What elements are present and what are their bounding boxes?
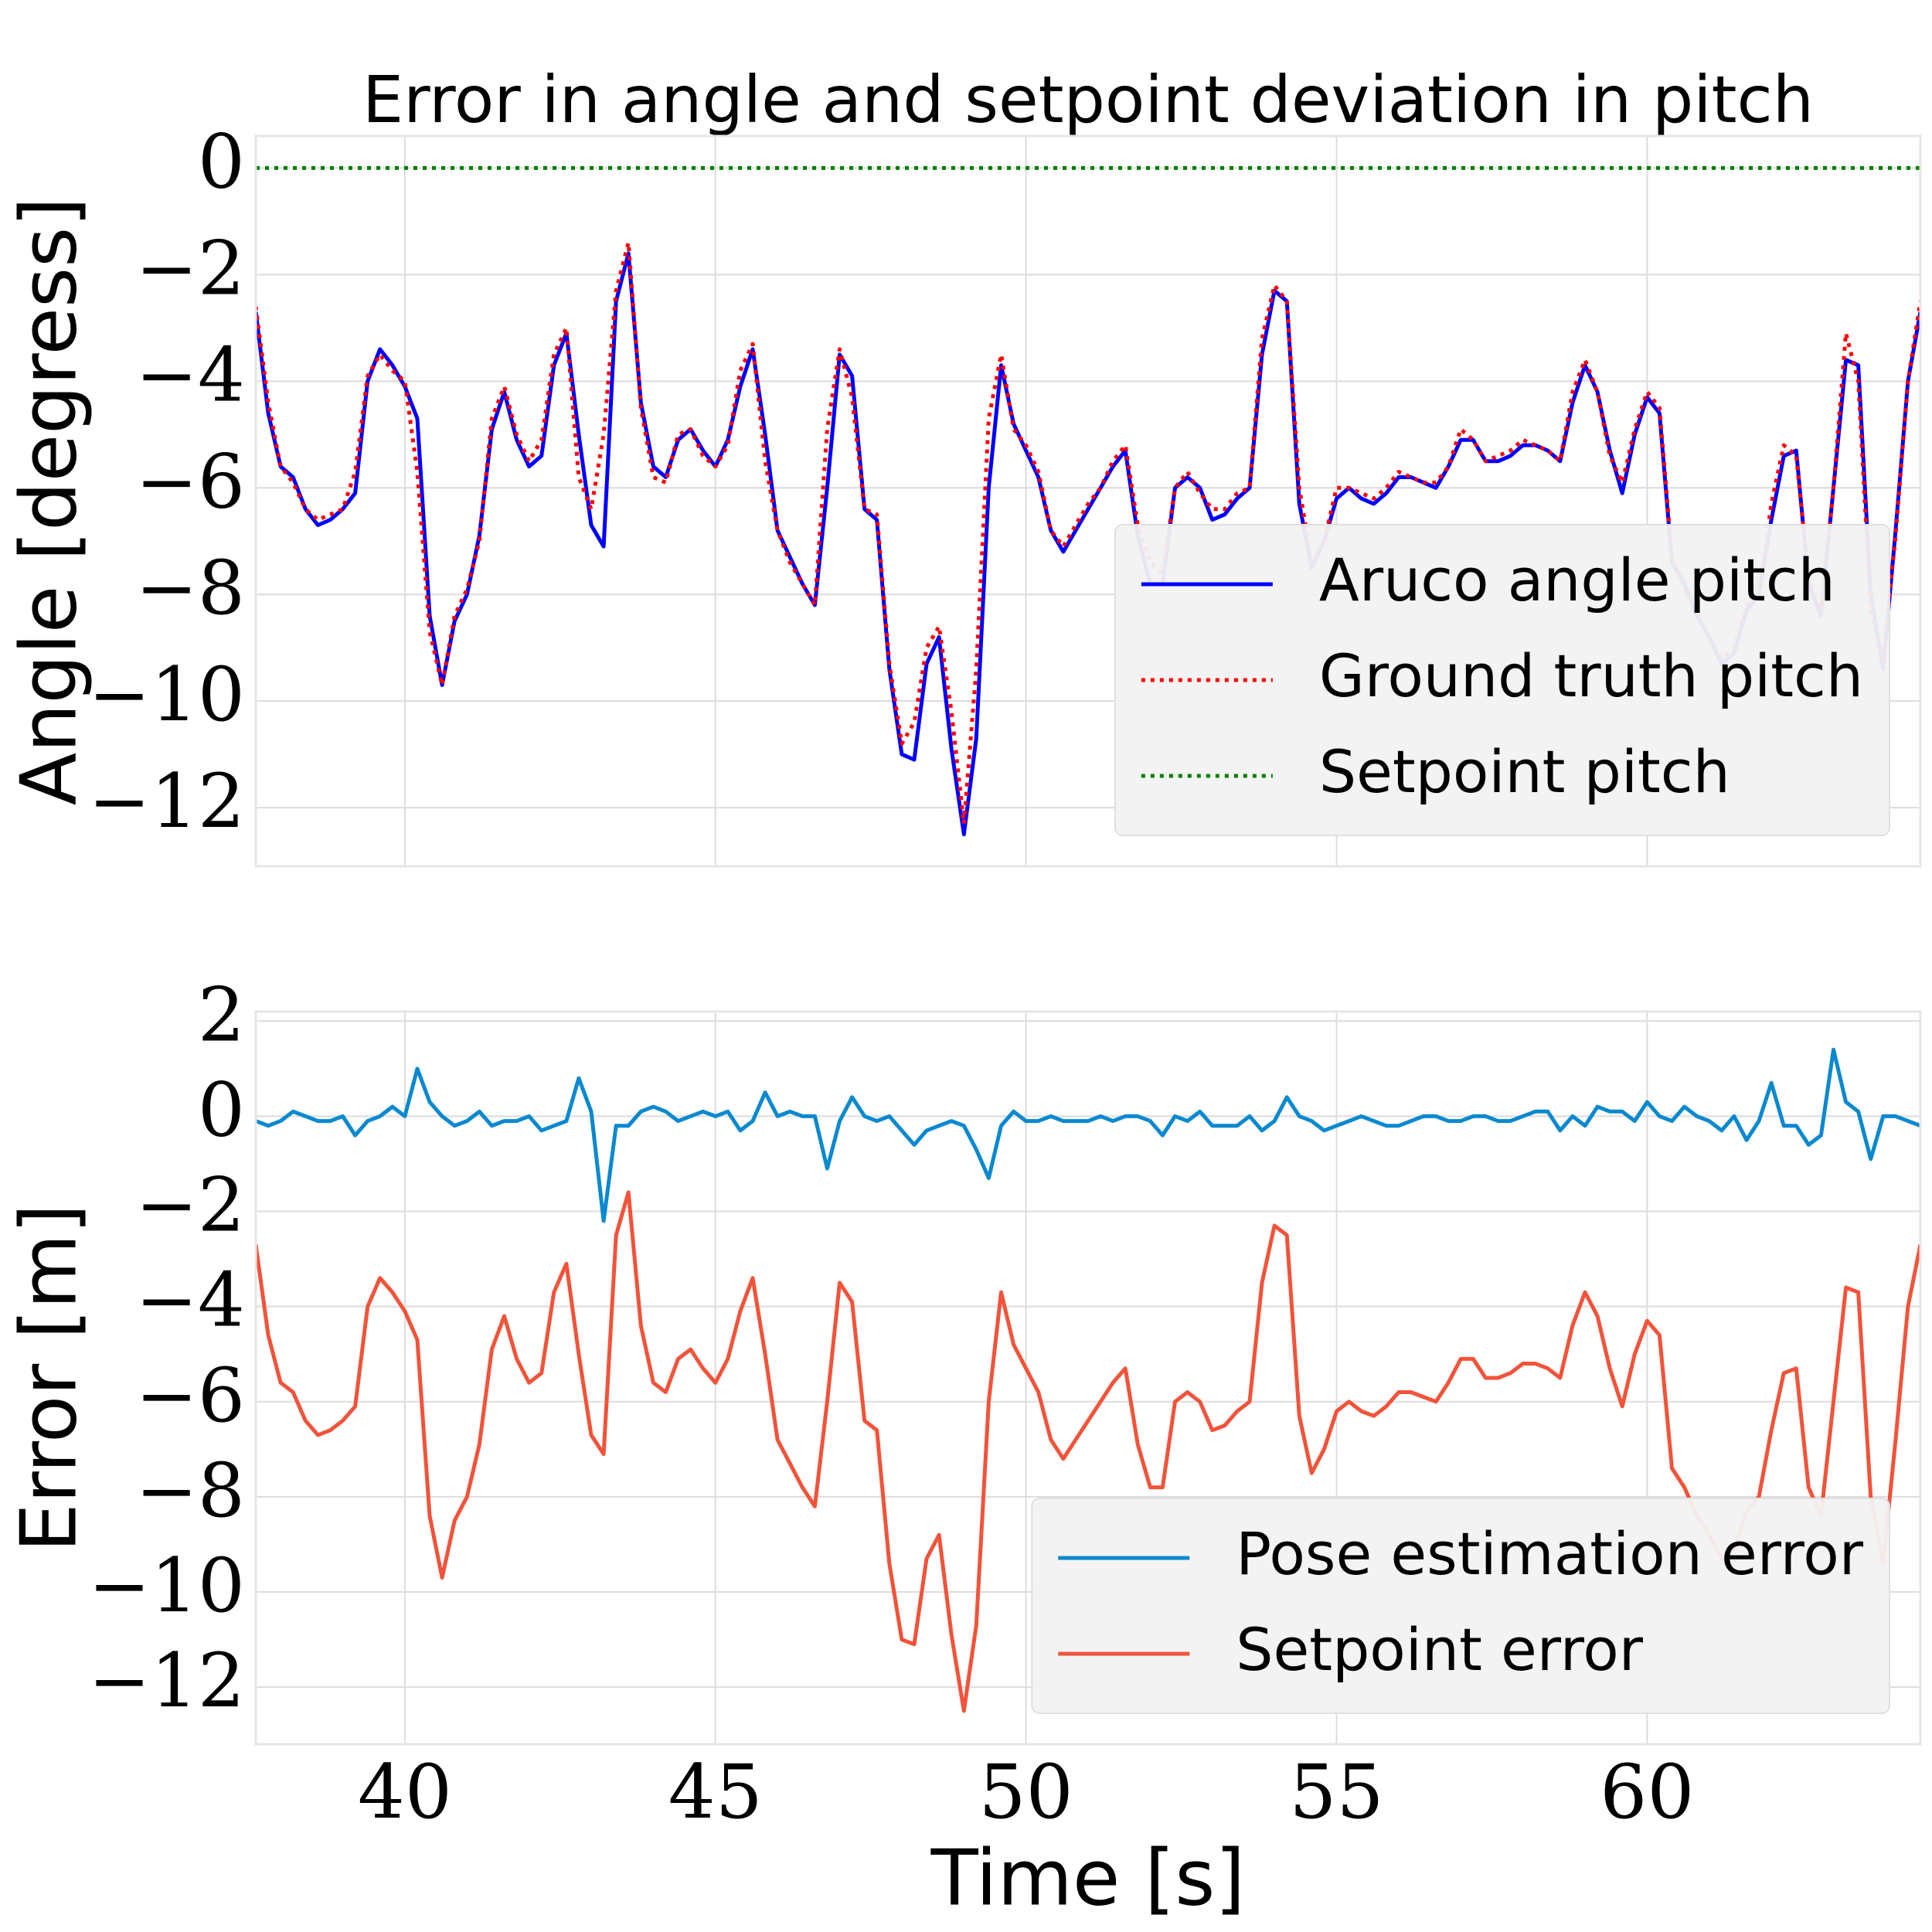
y-tick-label: −12 bbox=[88, 758, 245, 845]
series-line bbox=[256, 1047, 1920, 1223]
y-axis-label: Error [m] bbox=[3, 1204, 94, 1553]
legend: Aruco angle pitch Ground truth pitch Setpo… bbox=[1114, 524, 1890, 836]
y-tick-label: 0 bbox=[198, 118, 245, 205]
y-tick-label: −2 bbox=[135, 225, 245, 311]
legend-box bbox=[1114, 524, 1890, 836]
series-line bbox=[256, 1190, 1920, 1713]
x-axis-label: Time [s] bbox=[930, 1832, 1246, 1923]
legend-label: Pose estimation error bbox=[1236, 1519, 1863, 1588]
y-axis-label: Angle [degress] bbox=[3, 197, 94, 806]
legend-box bbox=[1031, 1498, 1890, 1714]
y-tick-label: −4 bbox=[135, 332, 245, 418]
x-tick-label: 40 bbox=[358, 1749, 452, 1835]
legend: Pose estimation error Setpoint error bbox=[1031, 1498, 1890, 1714]
y-tick-label: 2 bbox=[198, 971, 245, 1058]
series-line bbox=[256, 251, 1920, 837]
x-tick-label: 55 bbox=[1289, 1749, 1383, 1835]
y-tick-label: −2 bbox=[135, 1162, 245, 1249]
plot-frame bbox=[254, 134, 1922, 868]
y-tick-label: 0 bbox=[198, 1066, 245, 1153]
legend-label: Setpoint pitch bbox=[1319, 737, 1730, 806]
series-line bbox=[256, 240, 1920, 826]
y-tick-label: −6 bbox=[135, 1352, 245, 1439]
x-tick-label: 60 bbox=[1600, 1749, 1694, 1835]
legend-label: Ground truth pitch bbox=[1319, 641, 1863, 710]
x-tick-label: 50 bbox=[979, 1749, 1073, 1835]
chart-title: Error in angle and setpoint deviation in… bbox=[362, 62, 1814, 138]
y-tick-label: −10 bbox=[88, 1543, 245, 1629]
y-tick-label: −8 bbox=[135, 545, 245, 631]
y-tick-label: −4 bbox=[135, 1257, 245, 1344]
y-tick-label: −8 bbox=[135, 1447, 245, 1534]
x-tick-label: 45 bbox=[668, 1749, 763, 1835]
legend-label: Setpoint error bbox=[1236, 1615, 1644, 1684]
y-tick-label: −12 bbox=[88, 1638, 245, 1724]
legend-label: Aruco angle pitch bbox=[1319, 546, 1835, 614]
y-tick-label: −6 bbox=[135, 438, 245, 525]
plot-frame bbox=[254, 1010, 1922, 1746]
y-tick-label: −10 bbox=[88, 651, 245, 738]
